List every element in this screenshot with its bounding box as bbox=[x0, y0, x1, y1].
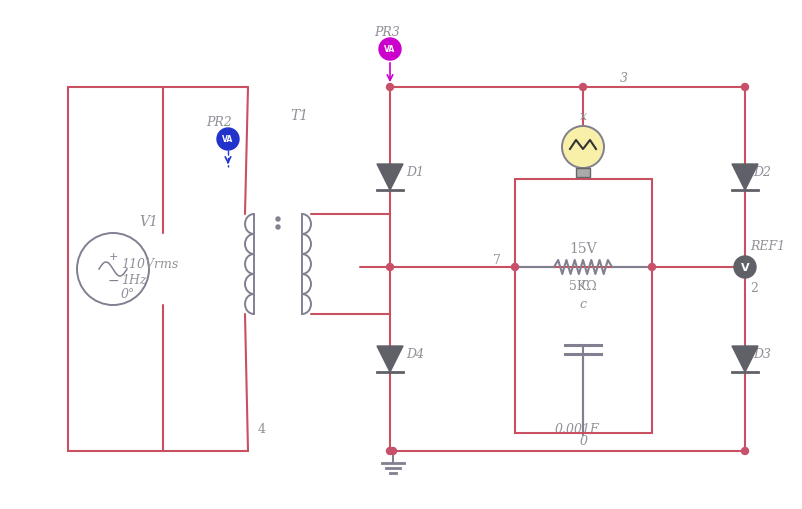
Text: VA: VA bbox=[384, 45, 395, 54]
Text: 4: 4 bbox=[258, 422, 266, 436]
Text: D1: D1 bbox=[406, 166, 424, 179]
Circle shape bbox=[580, 84, 586, 91]
Circle shape bbox=[276, 225, 280, 230]
Text: D4: D4 bbox=[406, 348, 424, 361]
Circle shape bbox=[742, 84, 748, 91]
Text: 5KΩ: 5KΩ bbox=[569, 279, 597, 292]
Bar bbox=[576, 168, 590, 178]
Circle shape bbox=[390, 447, 396, 455]
Polygon shape bbox=[377, 346, 403, 372]
Circle shape bbox=[217, 129, 239, 151]
Text: 2: 2 bbox=[750, 281, 758, 294]
Circle shape bbox=[649, 264, 655, 271]
Text: REF1: REF1 bbox=[750, 239, 785, 252]
Text: D2: D2 bbox=[753, 166, 771, 179]
Text: V1: V1 bbox=[139, 215, 158, 229]
Text: 1Hz: 1Hz bbox=[121, 273, 147, 286]
Text: 0°: 0° bbox=[121, 288, 136, 301]
Text: r: r bbox=[580, 276, 586, 291]
Circle shape bbox=[276, 217, 280, 221]
Text: 0.001F: 0.001F bbox=[555, 422, 600, 436]
Circle shape bbox=[387, 447, 394, 455]
Polygon shape bbox=[732, 346, 758, 372]
Circle shape bbox=[742, 264, 748, 271]
Text: 110Vrms: 110Vrms bbox=[121, 258, 178, 271]
Text: 15V: 15V bbox=[569, 241, 597, 255]
Text: T1: T1 bbox=[290, 109, 308, 123]
Text: VA: VA bbox=[222, 135, 233, 144]
Circle shape bbox=[512, 264, 519, 271]
Circle shape bbox=[387, 264, 394, 271]
Circle shape bbox=[379, 39, 401, 61]
Text: PR2: PR2 bbox=[206, 116, 232, 129]
Text: c: c bbox=[580, 297, 586, 310]
Text: −: − bbox=[107, 273, 119, 288]
Text: 0: 0 bbox=[580, 435, 588, 447]
Bar bbox=[515, 180, 652, 433]
Circle shape bbox=[742, 447, 748, 455]
Text: 3: 3 bbox=[620, 71, 628, 84]
Polygon shape bbox=[377, 165, 403, 191]
Polygon shape bbox=[732, 165, 758, 191]
Text: PR3: PR3 bbox=[374, 25, 399, 38]
Text: x: x bbox=[580, 110, 586, 123]
Circle shape bbox=[387, 84, 394, 91]
Text: D3: D3 bbox=[753, 348, 771, 361]
Text: +: + bbox=[108, 251, 118, 262]
Text: 7: 7 bbox=[493, 253, 501, 266]
Text: V: V bbox=[741, 263, 749, 272]
Circle shape bbox=[734, 257, 756, 278]
Circle shape bbox=[562, 127, 604, 168]
